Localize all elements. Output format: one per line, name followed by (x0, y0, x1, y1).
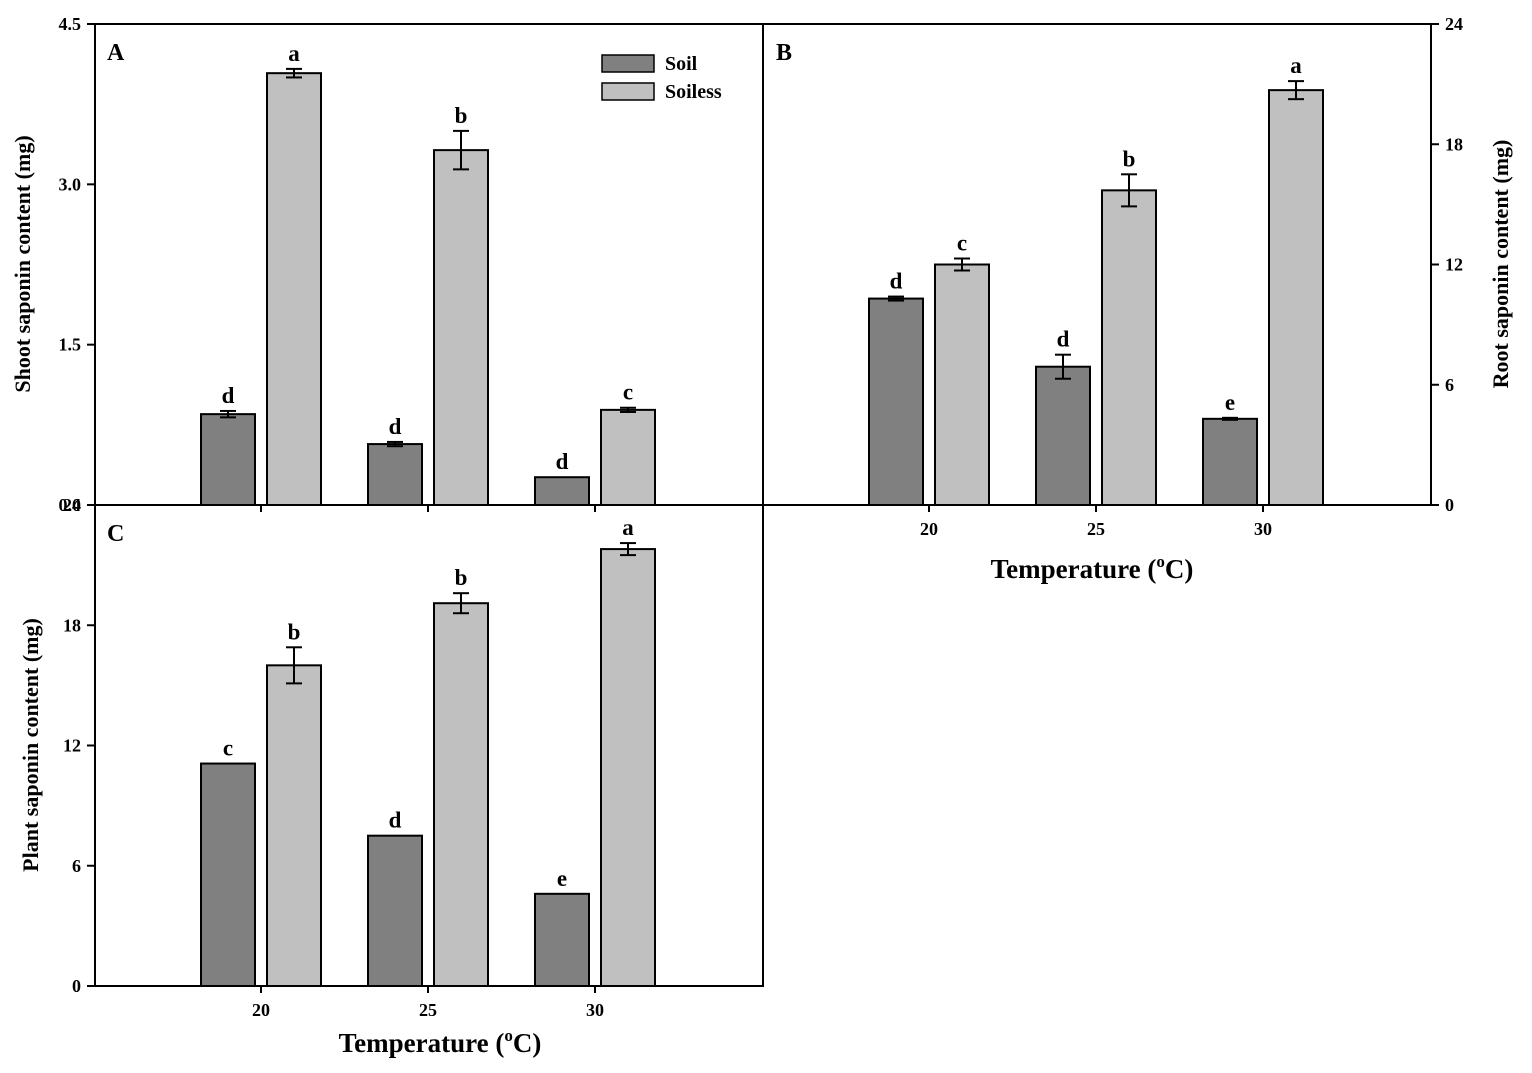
panel-c-y-tick-label: 24 (63, 495, 81, 515)
panel-c-x-tick-label: 25 (419, 1000, 437, 1020)
panel-b-x-axis-title-post: C) (1165, 554, 1194, 584)
panel-b-y-tick-label: 12 (1445, 255, 1463, 275)
panel-c-significance-letter: e (557, 866, 567, 891)
panel-b-x-axis-title-pre: Temperature ( (991, 554, 1157, 584)
legend-swatch-soil (601, 54, 655, 73)
panel-b-significance-letter: d (890, 269, 903, 294)
panel-b-bar-soil (1035, 365, 1091, 506)
panel-b-y-axis-title: Root saponin content (mg) (1488, 140, 1513, 389)
panel-b-significance-letter: e (1225, 390, 1235, 415)
legend-label-soiless: Soiless (665, 81, 722, 103)
panel-c-bar-soil (200, 762, 256, 987)
panel-b-y-tick-label: 0 (1445, 495, 1454, 515)
panel-a-y-tick-label: 4.5 (59, 14, 82, 34)
panel-a-bar-soil (200, 413, 256, 506)
panel-a-error-bar-soiless (620, 406, 636, 414)
panel-a-significance-letter: a (288, 41, 300, 66)
panel-c-bar-soiless (600, 548, 656, 987)
legend-label-soil: Soil (665, 53, 698, 75)
panel-a-label: A (107, 40, 125, 66)
panel-b-significance-letter: c (957, 230, 967, 255)
panel-b-y-tick-label: 6 (1445, 375, 1454, 395)
panel-a-significance-letter: b (455, 103, 468, 128)
panel-b-significance-letter: d (1057, 327, 1070, 352)
panel-c: C Plant saponin content (mg) Temperature… (18, 495, 764, 1058)
panel-a-significance-letter: d (556, 449, 569, 474)
panel-b-bar-soiless (1101, 189, 1157, 507)
panel-a-significance-letter: d (389, 414, 402, 439)
panel-b-bar-soil (1202, 417, 1258, 506)
panel-b: B Root saponin content (mg) Temperature … (762, 14, 1513, 584)
panel-a-y-tick-label: 1.5 (59, 335, 82, 355)
panel-c-x-tick-label: 20 (252, 1000, 270, 1020)
panel-a-error-bar-soiless (453, 129, 469, 171)
panel-a-error-bar-soil (387, 440, 403, 448)
panel-b-error-bar-soiless (1288, 80, 1304, 101)
panel-a-y-tick-label: 3.0 (59, 174, 82, 194)
panel-c-label: C (107, 521, 124, 547)
panel-a: A Shoot saponin content (mg) Soil Soiles… (10, 14, 764, 515)
panel-a-error-bar-soiless (286, 67, 302, 79)
panel-c-error-bar-soiless (620, 542, 636, 557)
panel-c-y-tick-label: 0 (72, 976, 81, 996)
panel-b-y-tick-label: 18 (1445, 134, 1463, 154)
panel-c-error-bar-soiless (453, 592, 469, 615)
panel-c-x-axis-title: Temperature (oC) (339, 1026, 542, 1058)
panel-c-bar-soil (534, 892, 590, 988)
legend: Soil Soiless (601, 53, 722, 103)
panel-b-error-bar-soil (1222, 416, 1238, 421)
panel-b-error-bar-soiless (1121, 173, 1137, 208)
panel-b-x-tick-label: 30 (1254, 519, 1272, 539)
panel-a-y-axis-title: Shoot saponin content (mg) (10, 135, 35, 392)
panel-b-x-axis-title: Temperature (oC) (991, 552, 1194, 584)
panel-a-bar-soiless (433, 149, 489, 507)
panel-a-significance-letter: c (623, 380, 633, 405)
panel-b-significance-letter: a (1290, 53, 1302, 78)
panel-b-error-bar-soil (1055, 353, 1071, 380)
panel-a-bar-soil (367, 443, 423, 506)
panel-c-frame (94, 504, 764, 987)
panel-b-significance-letter: b (1123, 146, 1136, 171)
panel-a-bar-soil (534, 476, 590, 507)
panel-c-y-tick-label: 18 (63, 615, 81, 635)
panel-c-y-tick-label: 12 (63, 736, 81, 756)
panel-c-y-tick-label: 6 (72, 856, 81, 876)
panel-b-x-axis-title-degree: o (1156, 552, 1165, 571)
panel-b-error-bar-soiless (954, 257, 970, 272)
panel-a-bar-soiless (266, 72, 322, 507)
panel-c-significance-letter: b (455, 565, 468, 590)
panel-a-significance-letter: d (222, 383, 235, 408)
panel-c-x-tick-label: 30 (586, 1000, 604, 1020)
panel-b-error-bar-soil (888, 295, 904, 302)
panel-b-x-tick-label: 20 (920, 519, 938, 539)
panel-c-x-axis-title-post: C) (513, 1028, 542, 1058)
panel-c-x-axis-title-degree: o (504, 1026, 513, 1045)
panel-c-bar-soil (367, 834, 423, 987)
panel-b-y-tick-label: 24 (1445, 14, 1463, 34)
panel-a-y-tick-label: 0.0 (59, 495, 82, 515)
panel-c-bar-soiless (433, 602, 489, 987)
panel-b-x-tick-label: 25 (1087, 519, 1105, 539)
panel-c-significance-letter: d (389, 808, 402, 833)
legend-swatch-soiless (601, 82, 655, 101)
panel-c-significance-letter: b (288, 619, 301, 644)
panel-a-bar-soiless (600, 408, 656, 507)
panel-c-significance-letter: c (223, 736, 233, 761)
panel-c-error-bar-soiless (286, 646, 302, 685)
panel-b-bar-soiless (1268, 89, 1324, 506)
panel-a-error-bar-soil (220, 409, 236, 419)
panel-b-frame (762, 23, 1432, 506)
panel-b-bar-soiless (934, 263, 990, 506)
panel-b-bar-soil (868, 297, 924, 506)
panel-c-significance-letter: a (622, 515, 634, 540)
panel-c-y-axis-title: Plant saponin content (mg) (18, 618, 43, 872)
panel-a-frame (94, 23, 764, 506)
panel-c-x-axis-title-pre: Temperature ( (339, 1028, 505, 1058)
panel-c-bar-soiless (266, 664, 322, 987)
panel-b-label: B (776, 40, 792, 66)
